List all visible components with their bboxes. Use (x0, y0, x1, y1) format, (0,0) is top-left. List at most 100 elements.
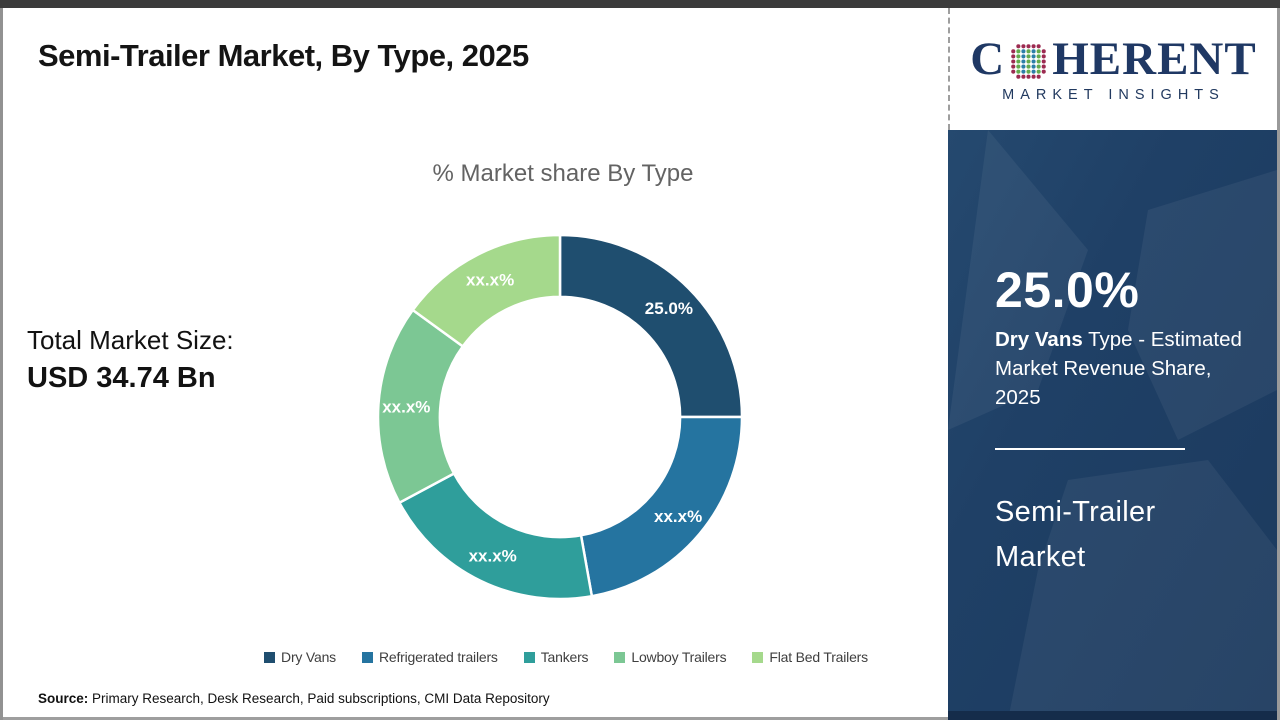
globe-dot (1041, 69, 1046, 74)
legend-swatch (264, 651, 276, 663)
legend-swatch (523, 651, 535, 663)
main-content-area: Semi-Trailer Market, By Type, 2025 % Mar… (3, 8, 948, 720)
globe-dot (1016, 58, 1021, 64)
legend-item-lowboy-trailers: Lowboy Trailers (614, 649, 727, 665)
sidebar: C HERENT MARKET INSIGHTS 25.0% Dry Vans … (948, 8, 1277, 720)
logo-subtitle: MARKET INSIGHTS (1002, 86, 1225, 103)
slice-value-label: xx.x% (469, 547, 517, 566)
globe-dot (1026, 43, 1031, 48)
legend-item-refrigerated-trailers: Refrigerated trailers (361, 649, 498, 665)
globe-dot (1036, 74, 1041, 79)
globe-dot (1031, 74, 1036, 79)
donut-slice-flat-bed-trailers (411, 233, 562, 349)
source-line: Source: Primary Research, Desk Research,… (38, 691, 550, 706)
globe-dot (1036, 58, 1041, 64)
globe-dot (1021, 43, 1026, 48)
globe-dot (1026, 69, 1031, 74)
globe-dot (1026, 64, 1031, 69)
top-border-bar (0, 0, 1280, 8)
globe-dot (1016, 48, 1021, 53)
globe-dot (1026, 74, 1031, 79)
globe-dot (1026, 53, 1031, 58)
source-text: Primary Research, Desk Research, Paid su… (88, 691, 550, 706)
total-market-size-label: Total Market Size: (27, 325, 234, 355)
globe-dot (1011, 58, 1016, 64)
globe-dot (1021, 48, 1026, 53)
report-title: Semi-Trailer Market, By Type, 2025 (38, 38, 529, 73)
globe-dot (1031, 43, 1036, 48)
globe-dot (1011, 53, 1016, 58)
logo-text-suffix: HERENT (1052, 32, 1257, 85)
brand-logo-box: C HERENT MARKET INSIGHTS (948, 8, 1277, 130)
globe-dot (1021, 69, 1026, 74)
globe-dot (1031, 48, 1036, 53)
stat-desc-rest: Type - Estimated Market Revenue Share, 2… (995, 328, 1242, 409)
globe-dot (1016, 53, 1021, 58)
globe-dot (1031, 69, 1036, 74)
highlight-stat-description: Dry Vans Type - Estimated Market Revenue… (995, 325, 1257, 412)
donut-slice-dry-vans (558, 233, 744, 419)
globe-dot (1036, 64, 1041, 69)
dotted-globe-icon (1011, 43, 1046, 79)
globe-dot (1016, 64, 1021, 69)
legend-label: Dry Vans (281, 649, 336, 665)
globe-dot (1036, 48, 1041, 53)
globe-dot (1016, 43, 1021, 48)
donut-slice-tankers (397, 471, 594, 601)
brand-logo: C HERENT (970, 32, 1257, 85)
legend-item-flat-bed-trailers: Flat Bed Trailers (752, 649, 868, 665)
highlight-stat-value: 25.0% (995, 262, 1140, 318)
globe-dot (1021, 58, 1026, 64)
globe-dot (1021, 64, 1026, 69)
legend-label: Tankers (540, 649, 589, 665)
globe-dot (1021, 74, 1026, 79)
chart-legend: Dry Vans Refrigerated trailers Tankers Lowb… (186, 649, 946, 665)
slice-value-label: xx.x% (382, 397, 430, 416)
panel-bottom-strip (948, 711, 1277, 720)
slice-value-label: 25.0% (645, 299, 693, 318)
globe-dot (1021, 53, 1026, 58)
legend-swatch (752, 651, 764, 663)
panel-content: 25.0% Dry Vans Type - Estimated Market R… (948, 130, 1277, 580)
globe-dot (1036, 53, 1041, 58)
globe-dot (1011, 64, 1016, 69)
stat-desc-segment-name: Dry Vans (995, 328, 1083, 351)
globe-dot (1011, 69, 1016, 74)
globe-dot (1036, 69, 1041, 74)
globe-dot (1031, 64, 1036, 69)
donut-chart-svg: 25.0% xx.x% xx.x% xx.x% xx.x% (376, 233, 744, 601)
slice-value-label: xx.x% (654, 507, 702, 526)
panel-map-texture (948, 130, 1277, 720)
globe-dot (1041, 48, 1046, 53)
sidebar-panel: 25.0% Dry Vans Type - Estimated Market R… (948, 130, 1277, 720)
logo-text-prefix: C (970, 32, 1006, 85)
source-label: Source: (38, 691, 89, 706)
globe-dot (1016, 69, 1021, 74)
legend-label: Refrigerated trailers (378, 649, 498, 665)
chart-title: % Market share By Type (432, 160, 694, 187)
globe-dot (1031, 53, 1036, 58)
total-market-size-block: Total Market Size: USD 34.74 Bn (27, 325, 234, 395)
globe-dot (1041, 64, 1046, 69)
legend-item-tankers: Tankers (523, 649, 589, 665)
globe-dot (1026, 58, 1031, 64)
left-border (0, 8, 3, 720)
globe-dot (1031, 58, 1036, 64)
globe-dot (1036, 43, 1041, 48)
panel-divider (995, 448, 1185, 450)
panel-market-title: Semi-Trailer Market (995, 496, 1156, 573)
legend-item-dry-vans: Dry Vans (264, 649, 336, 665)
total-market-size-value: USD 34.74 Bn (27, 362, 216, 394)
donut-chart: 25.0% xx.x% xx.x% xx.x% xx.x% (370, 227, 750, 607)
legend-label: Flat Bed Trailers (769, 649, 868, 665)
right-border (1277, 8, 1280, 720)
globe-dot (1016, 74, 1021, 79)
legend-swatch (361, 651, 373, 663)
slice-value-label: xx.x% (466, 271, 514, 290)
globe-dot (1041, 53, 1046, 58)
globe-dot (1041, 58, 1046, 64)
legend-label: Lowboy Trailers (631, 649, 727, 665)
globe-dot (1026, 48, 1031, 53)
legend-swatch (614, 651, 626, 663)
